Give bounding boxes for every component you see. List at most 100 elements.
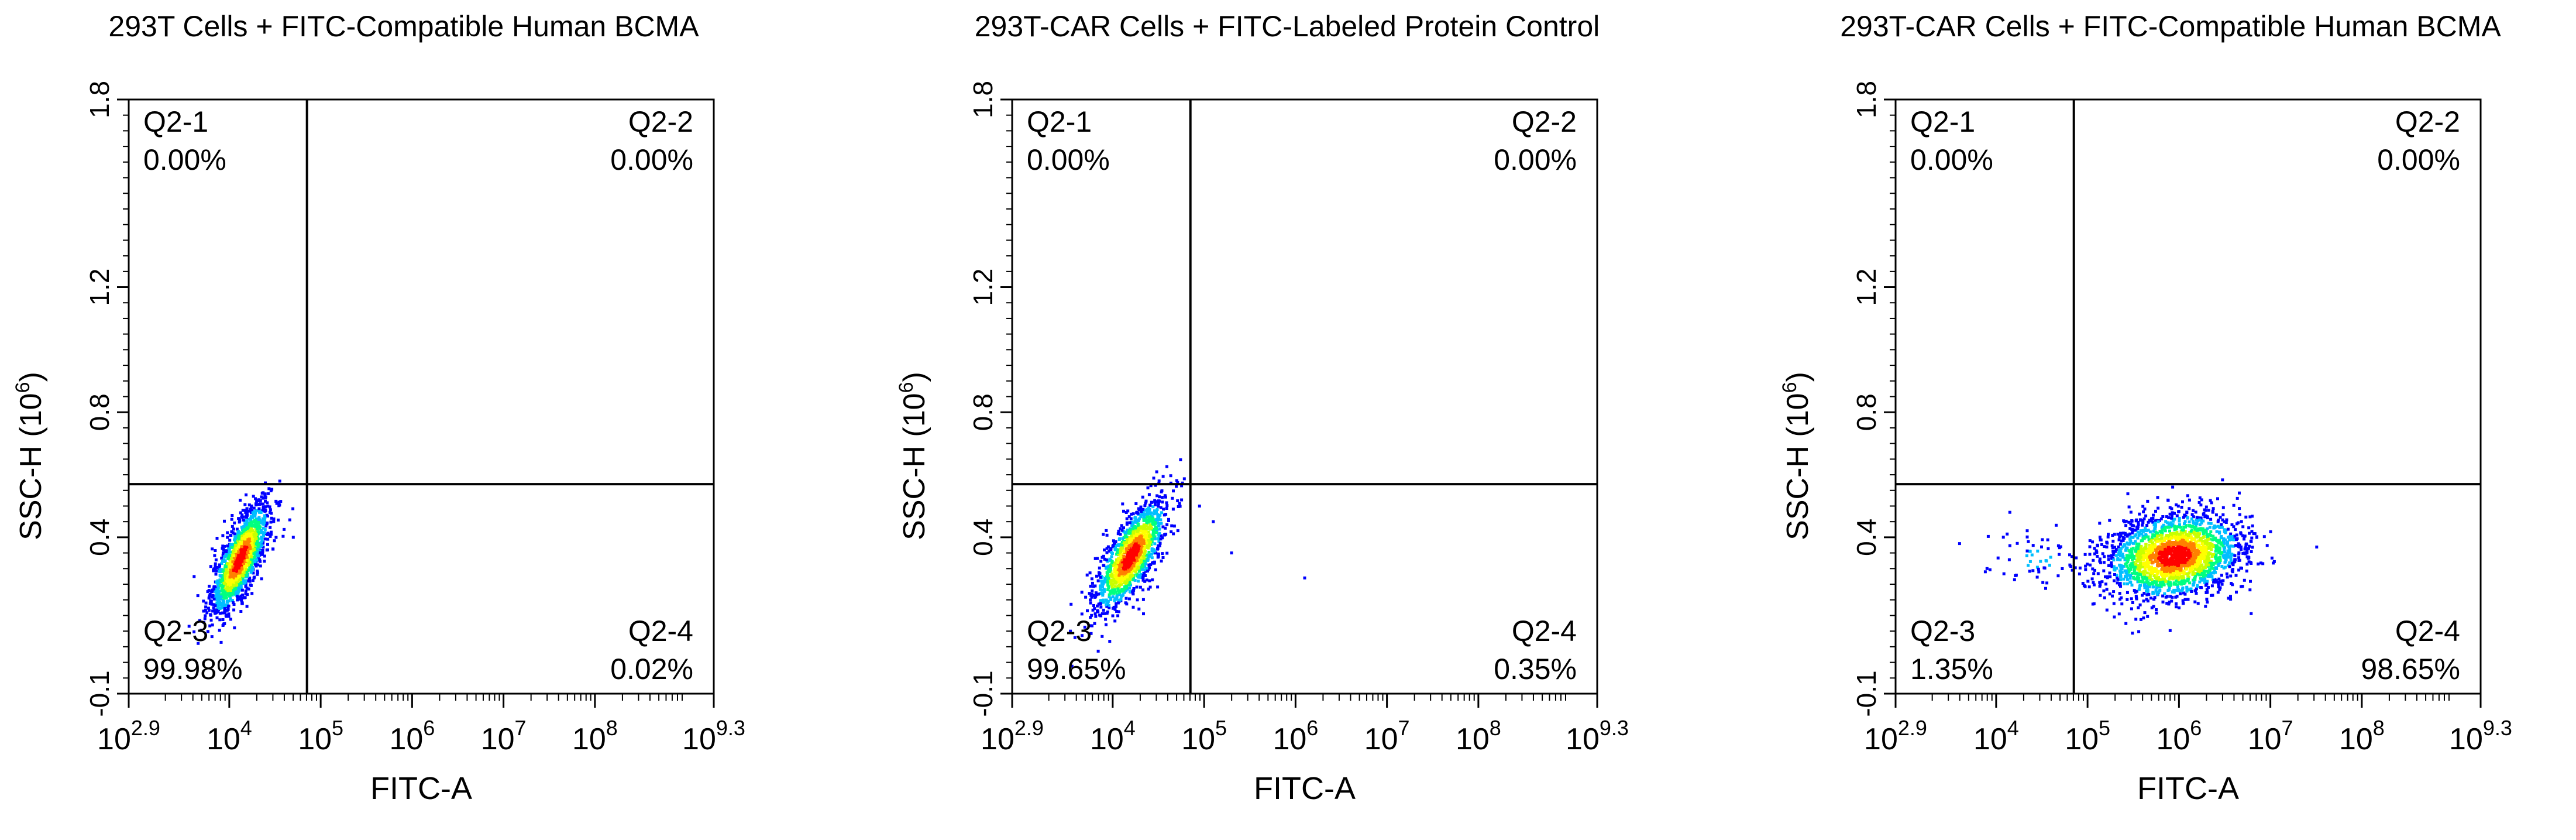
event-dot [2172,591,2176,594]
event-dot [235,527,239,531]
event-dot [2223,542,2226,546]
event-dot [2167,526,2171,529]
event-dot [209,565,212,568]
event-dot [2184,525,2188,529]
event-dot [1179,458,1182,461]
event-dot [221,618,225,621]
event-dot [2098,581,2102,584]
event-dot [243,537,247,541]
event-dot [248,554,252,557]
event-dot [1175,479,1178,482]
event-dot [2119,567,2123,570]
event-dot [245,571,249,574]
event-dot [2196,602,2200,605]
event-dot [2132,541,2135,545]
event-dot [200,629,203,632]
event-dot [1115,602,1118,605]
event-dot [2205,540,2209,543]
event-dot [1135,558,1139,562]
event-dot [248,580,252,583]
event-dot [1170,530,1173,533]
event-dot [1113,585,1117,588]
event-dot [1117,610,1120,613]
event-dot [221,587,224,591]
event-dot [1146,558,1150,562]
event-dot [2172,582,2176,586]
event-dot [2154,570,2157,574]
event-dot [2165,602,2169,605]
event-dot [2156,547,2159,551]
event-dot [2157,506,2160,510]
event-dot [1101,580,1105,583]
event-dot [2160,537,2163,540]
event-dot [2183,530,2187,533]
event-dot [2184,554,2188,557]
event-dot [242,515,245,519]
event-dot [244,589,247,593]
event-dot [288,518,291,522]
event-dot [214,562,217,565]
event-dot [231,599,234,602]
event-dot [2229,595,2232,598]
event-dot [2220,541,2223,544]
event-dot [1105,603,1108,606]
event-dot [2147,567,2151,570]
event-dot [2119,572,2123,575]
event-dot [240,581,243,584]
event-dot [2166,589,2170,592]
event-dot [270,516,273,520]
event-dot [218,568,222,571]
event-dot [2129,568,2133,571]
event-dot [247,517,250,521]
event-dot [1109,582,1113,585]
event-dot [1098,566,1101,570]
event-dot [2102,589,2106,592]
event-dot [2172,532,2175,535]
event-dot [234,536,238,539]
event-dot [2196,539,2200,543]
event-dot [2209,530,2213,533]
event-dot [232,549,236,553]
event-dot [2157,571,2159,574]
event-dot [1147,530,1150,534]
event-dot [1143,534,1147,537]
event-dot [1144,570,1147,573]
event-dot [2119,585,2122,588]
event-dot [1157,544,1160,547]
event-dot [2106,575,2109,578]
event-dot [202,599,205,603]
event-dot [246,579,249,582]
event-dot [2153,580,2157,583]
event-dot [1132,564,1136,568]
event-dot [1141,540,1144,543]
event-dot [264,505,267,509]
event-dot [202,609,205,613]
event-dot [2241,585,2244,588]
event-dot [253,546,256,549]
event-dot [221,579,224,582]
event-dot [2195,516,2199,519]
event-dot [1142,515,1146,519]
quadrant-label-q2-2: Q2-20.00% [1494,105,1577,176]
y-axis: -0.10.40.81.21.8 [84,81,129,717]
event-dot [237,574,240,578]
event-dot [2164,520,2168,523]
event-dot [246,538,250,541]
event-dot [1139,529,1143,533]
event-dot [2218,532,2221,535]
event-dot [1155,494,1159,498]
event-dot [262,526,265,530]
event-dot [239,584,243,588]
event-dot [2193,578,2197,581]
x-axis-title: FITC-A [1254,771,1356,806]
x-tick-label: 108 [572,716,618,756]
event-dot [253,548,256,551]
event-dot [214,590,218,594]
event-dot [1108,550,1111,553]
event-dot [2223,548,2226,551]
event-dot [255,499,259,503]
event-dot [263,494,267,497]
event-dot [2138,584,2141,588]
event-dot [217,584,220,588]
event-dot [260,540,263,544]
